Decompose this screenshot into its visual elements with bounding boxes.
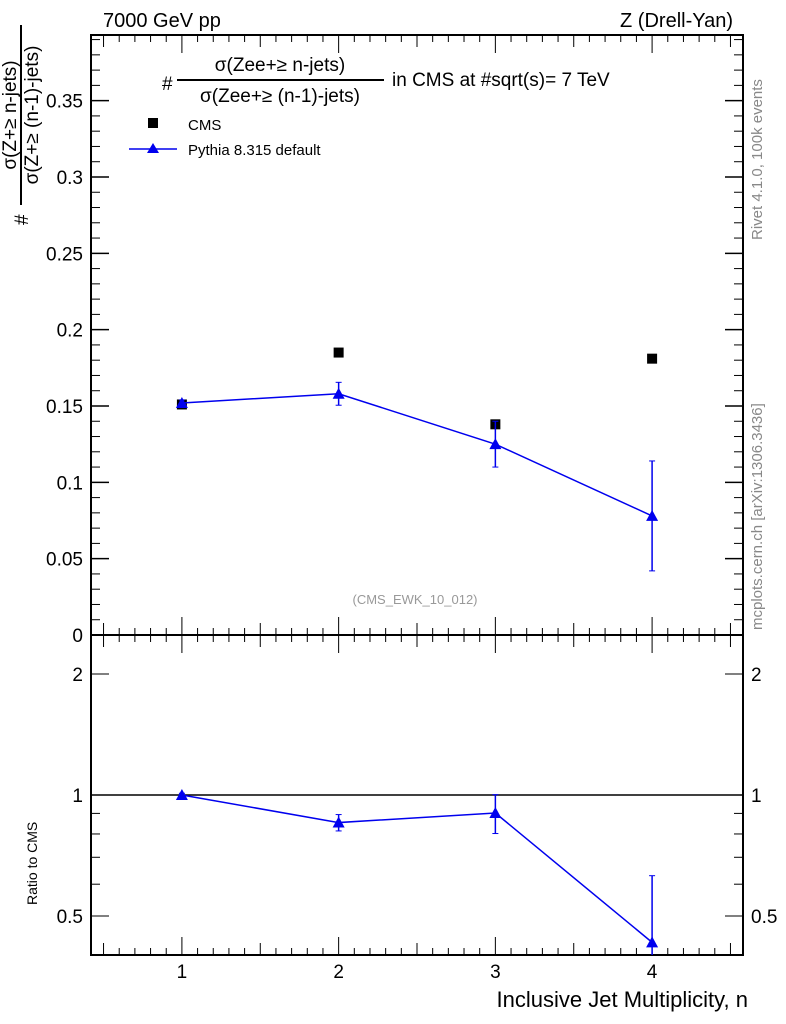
legend-marker-cms <box>148 118 158 128</box>
cms-data-point <box>647 353 658 364</box>
ratio-y-tick-label: 0.5 <box>57 907 83 928</box>
header-left: 7000 GeV pp <box>103 10 221 32</box>
ratio-pythia-marker <box>489 807 502 819</box>
x-tick-label: 1 <box>177 962 188 983</box>
y-tick-label: 0.2 <box>57 321 83 342</box>
ratio-pythia-marker <box>646 936 659 948</box>
y-tick-label: 0.1 <box>57 473 83 494</box>
title-denominator: σ(Zee+≥ (n-1)-jets) <box>200 86 360 107</box>
legend-label-pythia: Pythia 8.315 default <box>188 142 321 159</box>
ratio-pythia-marker <box>332 816 345 828</box>
y-tick-label: 0.3 <box>57 168 83 189</box>
pythia-marker <box>489 438 502 450</box>
ratio-y-tick-label: 1 <box>72 786 83 807</box>
ratio-pythia-line <box>181 794 653 943</box>
y-tick-label: 0.35 <box>46 92 83 113</box>
ratio-y-tick-label: 2 <box>72 665 83 686</box>
pythia-marker <box>646 509 659 521</box>
y-tick-label: 0.25 <box>46 244 83 265</box>
title-numerator: σ(Zee+≥ n-jets) <box>215 55 345 76</box>
pythia-line <box>181 393 653 517</box>
ylabel-prefix: # <box>12 214 33 225</box>
header-right: Z (Drell-Yan) <box>620 10 733 32</box>
title-suffix: in CMS at #sqrt(s)= 7 TeV <box>392 70 610 91</box>
side-label-top: Rivet 4.1.0, 100k events <box>749 79 766 240</box>
cms-data-point <box>333 347 344 358</box>
ratio-y-tick-label-right: 2 <box>751 665 762 686</box>
legend-marker-pythia <box>147 143 159 153</box>
x-tick-label: 2 <box>333 962 344 983</box>
xlabel: Inclusive Jet Multiplicity, n <box>497 987 748 1012</box>
ratio-y-tick-label-right: 0.5 <box>751 907 777 928</box>
title-prefix: # <box>162 74 173 95</box>
ylabel-numerator: σ(Z+≥ n-jets) <box>0 60 21 169</box>
ratio-ylabel: Ratio to CMS <box>24 822 40 905</box>
ratio-y-tick-label-right: 1 <box>751 786 762 807</box>
x-tick-label: 3 <box>490 962 501 983</box>
y-tick-label: 0.05 <box>46 550 83 571</box>
y-tick-label: 0.15 <box>46 397 83 418</box>
side-label-bottom: mcplots.cern.ch [arXiv:1306.3436] <box>749 403 766 630</box>
legend-label-cms: CMS <box>188 117 221 134</box>
ratio-pythia-marker <box>175 789 188 800</box>
pythia-marker <box>175 396 188 408</box>
x-tick-label: 4 <box>647 962 658 983</box>
ylabel-denominator: σ(Z+≥ (n-1)-jets) <box>22 46 43 185</box>
pythia-marker <box>332 387 345 399</box>
analysis-label: (CMS_EWK_10_012) <box>353 592 478 607</box>
y-tick-label: 0 <box>72 626 83 647</box>
